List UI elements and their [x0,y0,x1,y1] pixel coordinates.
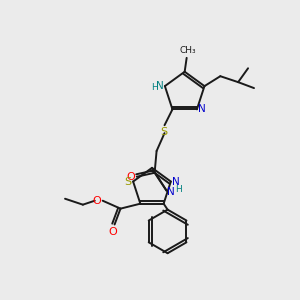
Text: N: N [167,187,174,196]
Text: S: S [160,127,167,137]
Text: N: N [172,176,180,187]
Text: CH₃: CH₃ [179,46,196,56]
Text: N: N [198,104,206,114]
Text: N: N [156,81,164,91]
Text: O: O [108,227,117,237]
Text: O: O [127,172,135,182]
Text: H: H [152,82,158,91]
Text: O: O [92,196,101,206]
Text: H: H [175,185,182,194]
Text: S: S [124,176,132,187]
